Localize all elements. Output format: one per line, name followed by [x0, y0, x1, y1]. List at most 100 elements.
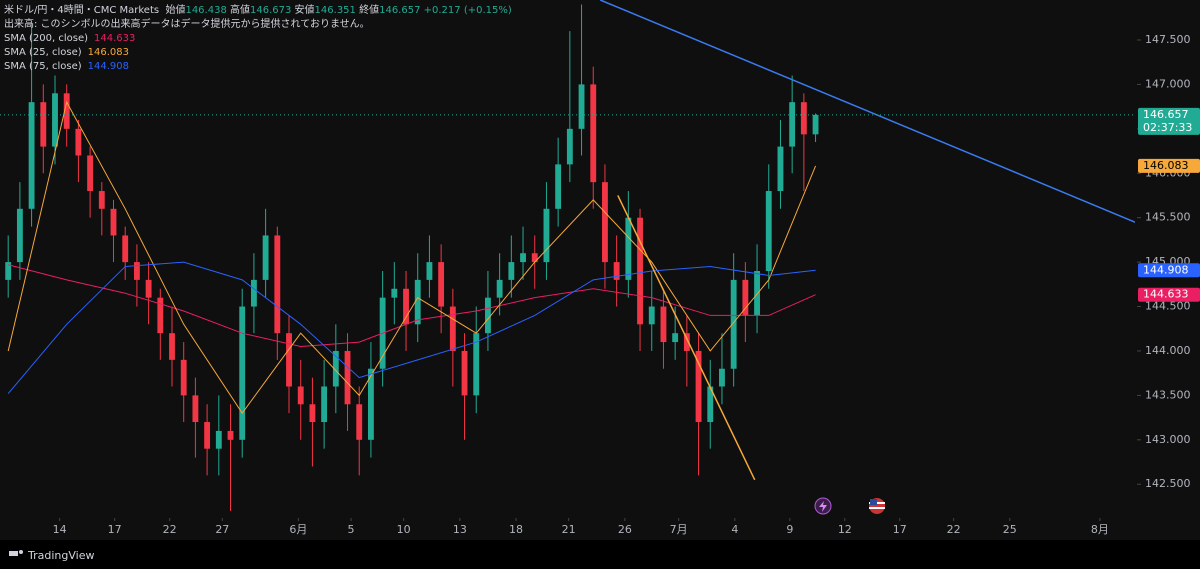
candle-body	[812, 114, 819, 135]
candle-body	[531, 253, 538, 263]
candle-body	[297, 386, 304, 405]
open-label: 始値	[165, 5, 186, 16]
candle-body	[438, 262, 445, 307]
x-tick-label: 9	[786, 523, 793, 536]
sma-legend-row: SMA (200, close) 144.633	[4, 32, 512, 46]
candle-body	[625, 217, 632, 280]
x-tick-label: 25	[1003, 523, 1017, 536]
candle-body	[695, 350, 702, 423]
candle-body	[473, 333, 480, 396]
candle-body	[800, 102, 807, 135]
event-icon[interactable]	[814, 497, 832, 515]
candle-body	[602, 182, 608, 263]
x-tick-label: 22	[947, 523, 961, 536]
candle-body	[180, 359, 187, 396]
last-price-badge-label: 146.657	[1143, 108, 1189, 121]
y-tick-label: 143.500	[1145, 388, 1191, 401]
x-tick-label: 4	[731, 523, 738, 536]
price-badge	[1138, 287, 1200, 302]
candle-body	[403, 288, 409, 325]
candle-body	[192, 395, 199, 423]
close-label: 終値	[359, 5, 380, 16]
candle-body	[157, 297, 164, 334]
price-badge-label: 144.633	[1143, 288, 1189, 301]
candle-body	[648, 306, 655, 325]
candle-body	[719, 368, 725, 387]
candle-body	[286, 333, 292, 387]
low-label: 安値	[294, 5, 315, 16]
candle-body	[133, 262, 140, 280]
y-tick-label: 143.000	[1145, 433, 1191, 446]
x-tick-label: 21	[562, 523, 576, 536]
high-label: 高値	[230, 5, 250, 16]
sma-value: 144.908	[87, 61, 129, 72]
open-value: 146.438	[185, 5, 227, 16]
candle-body	[449, 306, 456, 351]
sma-name: SMA (75, close)	[4, 61, 82, 72]
flag-icon[interactable]	[869, 498, 885, 514]
price-badge	[1138, 158, 1200, 173]
candle-body	[789, 102, 796, 147]
sma-value: 144.633	[94, 33, 136, 44]
candle-body	[75, 128, 82, 156]
candle-body	[239, 306, 246, 440]
candle-body	[309, 404, 316, 423]
last-price-badge	[1138, 107, 1200, 135]
candle-body	[742, 279, 749, 316]
sma-value: 146.083	[87, 47, 129, 58]
trend-line	[599, 0, 1135, 223]
candle-body	[590, 84, 597, 183]
sma-name: SMA (25, close)	[4, 47, 82, 58]
candle-body	[660, 306, 667, 343]
candle-body	[204, 422, 211, 449]
legend-header: 米ドル/円・4時間・CMC Markets 始値146.438 高値146.67…	[4, 4, 512, 18]
x-tick-label: 8月	[1091, 523, 1109, 536]
sma-legend-row: SMA (25, close) 146.083	[4, 46, 512, 60]
y-tick-label: 147.000	[1145, 77, 1191, 90]
candle-body	[672, 333, 679, 343]
candle-body	[52, 93, 58, 147]
sma-name: SMA (200, close)	[4, 33, 88, 44]
x-tick-label: 17	[893, 523, 907, 536]
low-value: 146.351	[314, 5, 356, 16]
price-badge-label: 144.908	[1143, 263, 1189, 276]
sma-legend: SMA (200, close) 144.633 SMA (25, close) 14…	[4, 32, 512, 74]
brand: TradingView	[27, 549, 94, 562]
candle-body	[426, 262, 433, 280]
candle-body	[637, 217, 643, 325]
x-tick-label: 12	[838, 523, 852, 536]
candle-body	[321, 386, 328, 423]
y-tick-label: 147.500	[1145, 33, 1191, 46]
candle-body	[87, 155, 94, 192]
candle-body	[40, 102, 47, 147]
close-value: 146.657	[379, 5, 421, 16]
trend-line	[617, 195, 756, 481]
candle-body	[707, 386, 714, 423]
sma-line	[7, 261, 816, 394]
candle-body	[508, 262, 515, 280]
y-tick-label: 144.000	[1145, 344, 1191, 357]
candle-body	[391, 288, 398, 298]
x-tick-label: 27	[215, 523, 229, 536]
candle-body	[730, 279, 737, 369]
candle-body	[367, 368, 374, 440]
sma-legend-row: SMA (75, close) 144.908	[4, 60, 512, 74]
candle-body	[63, 93, 70, 129]
candle-body	[578, 84, 585, 129]
sma-line	[7, 100, 817, 415]
brand-logo	[9, 550, 23, 556]
x-tick-label: 13	[453, 523, 467, 536]
change: +0.217	[423, 5, 461, 16]
candle-body	[227, 430, 234, 440]
x-tick-label: 6月	[289, 523, 307, 536]
x-tick-label: 17	[108, 523, 122, 536]
candle-body	[765, 191, 772, 271]
x-tick-label: 26	[618, 523, 632, 536]
price-badge	[1138, 263, 1200, 278]
countdown: 02:37:33	[1143, 121, 1192, 134]
candle-body	[98, 191, 105, 209]
candle-body	[169, 333, 175, 360]
x-tick-label: 5	[348, 523, 355, 536]
